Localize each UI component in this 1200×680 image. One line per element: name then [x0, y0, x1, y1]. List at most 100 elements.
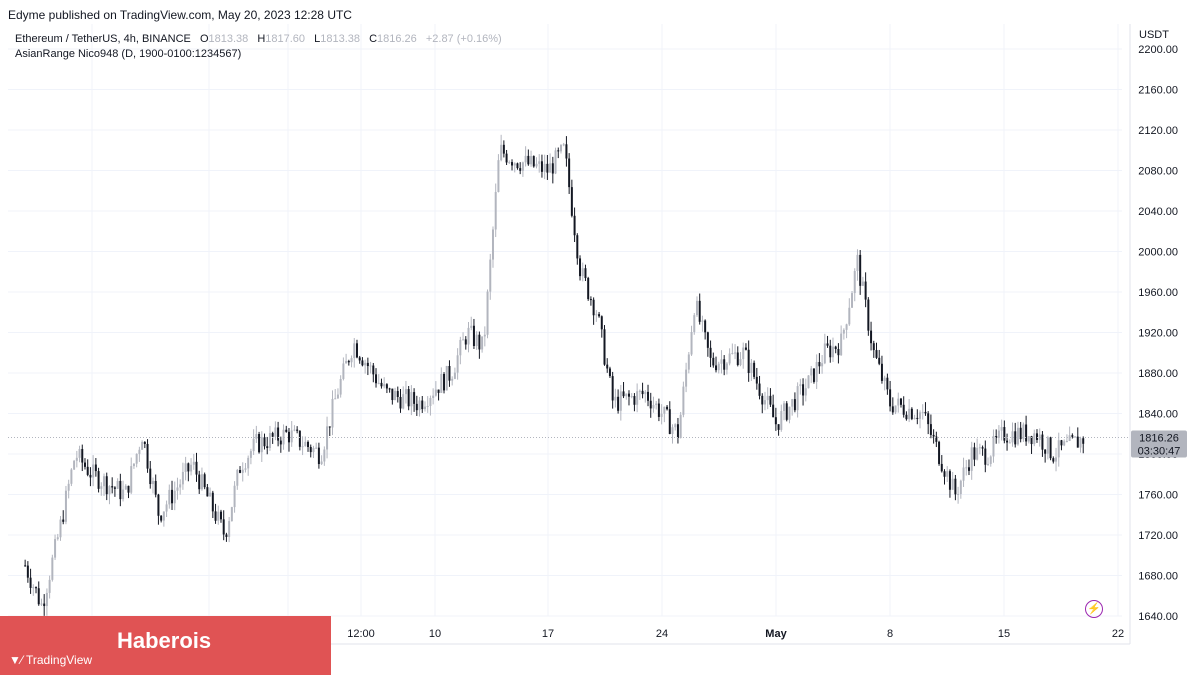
candle-body	[353, 343, 356, 359]
candle-body	[1035, 433, 1038, 440]
candle-body	[589, 299, 592, 301]
candle-body	[502, 144, 505, 154]
candle-body	[576, 235, 579, 259]
candle-body	[753, 362, 756, 377]
price-tick-label: 2080.00	[1138, 166, 1178, 178]
candle-body	[829, 345, 832, 358]
candle-body	[763, 400, 766, 405]
candle-body	[715, 365, 718, 371]
candle-body	[429, 397, 432, 406]
open-value: 1813.38	[208, 33, 249, 45]
candle-body	[932, 434, 935, 437]
candle-body	[769, 395, 772, 405]
candle-body	[611, 376, 614, 401]
candle-body	[818, 362, 821, 367]
candle-body	[290, 430, 293, 443]
candle-body	[845, 324, 848, 330]
candle-body	[823, 343, 826, 364]
candle-body	[834, 346, 837, 350]
candle-body	[375, 374, 378, 384]
candle-body	[861, 281, 864, 286]
candle-body	[1068, 435, 1071, 442]
candle-body	[565, 144, 568, 159]
candle-body	[24, 565, 27, 567]
candle-body	[385, 384, 388, 389]
candle-body	[524, 155, 527, 163]
price-tick-label: 2040.00	[1138, 206, 1178, 218]
price-tick-label: 1960.00	[1138, 287, 1178, 299]
candle-body	[252, 438, 255, 452]
candle-body	[676, 424, 679, 439]
lightning-icon[interactable]: ⚡	[1085, 600, 1103, 618]
candle-body	[981, 447, 984, 449]
symbol-label[interactable]: Ethereum / TetherUS, 4h, BINANCE	[15, 33, 191, 45]
candle-body	[298, 430, 301, 447]
candle-body	[1016, 427, 1019, 445]
candle-body	[924, 411, 927, 414]
candle-body	[124, 485, 127, 490]
indicator-row[interactable]: AsianRange Nico948 (D, 1900-0100:1234567…	[15, 47, 502, 62]
price-tick-label: 1920.00	[1138, 328, 1178, 340]
indicator-label[interactable]: AsianRange Nico948 (D, 1900-0100:1234567…	[15, 48, 242, 60]
candle-body	[815, 362, 818, 382]
candle-body	[633, 396, 636, 405]
candle-body	[472, 325, 475, 346]
candle-body	[725, 363, 728, 370]
candle-body	[693, 315, 696, 333]
candle-body	[100, 486, 103, 489]
candle-body	[929, 424, 932, 435]
candle-body	[1022, 424, 1025, 440]
candle-body	[168, 489, 171, 505]
candle-body	[875, 350, 878, 358]
candle-body	[734, 352, 737, 354]
candle-body	[67, 483, 70, 491]
candle-body	[1065, 441, 1068, 443]
candle-body	[274, 427, 277, 437]
candle-body	[200, 474, 203, 490]
high-value: 1817.60	[265, 33, 306, 45]
candle-body	[483, 334, 486, 337]
candle-body	[181, 471, 184, 485]
candle-body	[73, 460, 76, 470]
candle-body	[780, 411, 783, 430]
candle-body	[323, 449, 326, 462]
candle-body	[614, 396, 617, 401]
candle-body	[851, 293, 854, 308]
price-axis[interactable]: 2200.00 2160.00 2120.00 2080.00 2040.00 2000.…	[1138, 29, 1178, 623]
candle-body	[421, 400, 424, 410]
candle-body	[304, 441, 307, 447]
candle-body	[761, 395, 764, 405]
candle-body	[26, 565, 29, 578]
tradingview-logo[interactable]: ▼⁄ TradingView	[9, 653, 92, 667]
candle-body	[736, 352, 739, 366]
candle-body	[440, 373, 443, 393]
candle-body	[619, 391, 622, 411]
candle-body	[883, 377, 886, 381]
candle-body	[810, 368, 813, 376]
candle-body	[617, 396, 620, 411]
candle-body	[369, 365, 372, 367]
candle-body	[568, 158, 571, 188]
candle-body	[731, 353, 734, 355]
candle-body	[606, 364, 609, 369]
candle-body	[434, 389, 437, 396]
change-value: +2.87 (+0.16%)	[425, 33, 502, 45]
candle-body	[407, 389, 410, 407]
candle-body	[388, 388, 391, 390]
price-tick-label: 1880.00	[1138, 368, 1178, 380]
candle-body	[891, 406, 894, 413]
candle-body	[29, 577, 32, 588]
candle-body	[739, 359, 742, 366]
candle-body	[51, 557, 54, 580]
candle-body	[535, 163, 538, 167]
candle-body	[268, 433, 271, 448]
candle-body	[1033, 433, 1036, 445]
candle-body	[1063, 441, 1066, 446]
candle-body	[415, 403, 418, 411]
candle-body	[285, 429, 288, 432]
candle-body	[804, 388, 807, 396]
candle-body	[500, 144, 503, 161]
